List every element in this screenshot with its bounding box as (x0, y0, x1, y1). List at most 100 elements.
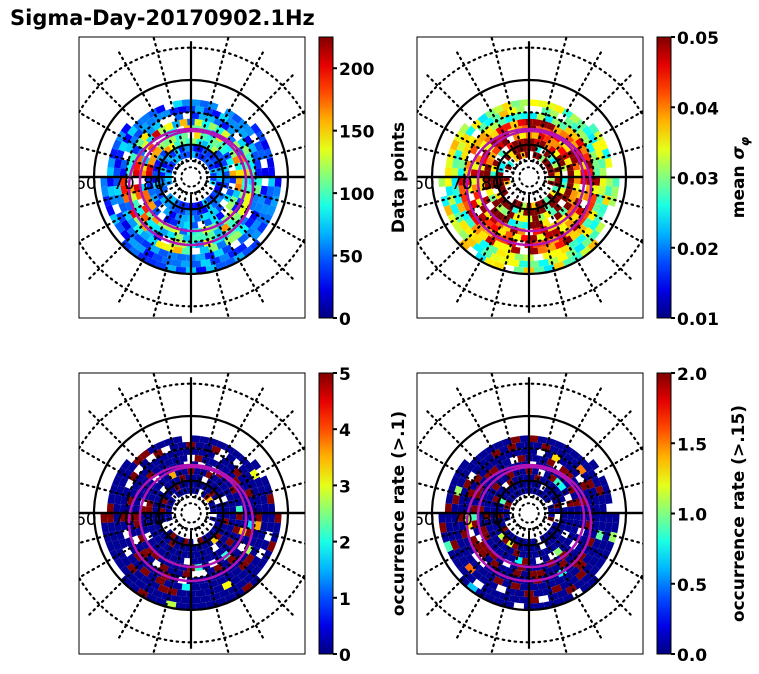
heatmap-cell (588, 555, 600, 568)
heatmap-cell (575, 569, 587, 581)
heatmap-cell (224, 256, 237, 268)
grid-circle-dotted (511, 159, 547, 195)
heatmap-cell (249, 239, 262, 251)
heatmap-cell (147, 537, 157, 547)
heatmap-cell (114, 557, 126, 570)
heatmap-cell (145, 209, 156, 220)
heatmap-cell (207, 500, 216, 507)
heatmap-cell (235, 578, 248, 590)
heatmap-cell (460, 468, 471, 480)
heatmap-cell (154, 104, 166, 115)
heatmap-cell (233, 587, 246, 599)
heatmap-cell (477, 113, 489, 124)
heatmap-cell (113, 167, 121, 177)
grid-spoke-dotted (201, 523, 295, 617)
heatmap-cell (563, 452, 575, 464)
heatmap-cell (457, 504, 465, 513)
heatmap-cell (227, 248, 240, 259)
heatmap-cell (558, 465, 569, 476)
heatmap-cell (567, 170, 575, 177)
heatmap-cell (220, 559, 231, 570)
heatmap-cell (136, 587, 149, 599)
heatmap-cell (489, 550, 500, 561)
heatmap-cell (479, 140, 489, 151)
heatmap-cell (470, 513, 478, 521)
heatmap-cell (227, 584, 240, 595)
heatmap-cell (558, 559, 569, 570)
heatmap-cell (151, 214, 162, 225)
heatmap-cell (216, 177, 224, 183)
heatmap-cell (456, 476, 467, 488)
heatmap-cell (158, 177, 166, 183)
heatmap-cell (184, 474, 191, 482)
heatmap-cell (169, 554, 179, 563)
heatmap-cell (154, 440, 166, 451)
heatmap-cell (573, 513, 581, 521)
heatmap-cell (249, 210, 260, 222)
heatmap-cell (472, 137, 483, 148)
heatmap-cell (153, 482, 163, 492)
heatmap-cell (439, 522, 448, 534)
heatmap-cell (224, 108, 236, 119)
heatmap-cell (492, 104, 504, 115)
grid-spoke-dotted (194, 191, 230, 318)
heatmap-cell (490, 513, 498, 520)
heatmap-cell (175, 266, 187, 274)
heatmap-cell (166, 566, 176, 576)
heatmap-cell (483, 461, 494, 472)
heatmap-cell (489, 252, 502, 263)
heatmap-cell (219, 146, 229, 156)
colorbar-gradient (656, 372, 672, 655)
heatmap-cell (456, 202, 467, 214)
heatmap-cell (598, 185, 607, 196)
heatmap-cell (591, 538, 602, 550)
heatmap-cell (266, 204, 277, 217)
plot-frame (78, 372, 306, 655)
heatmap-cell (205, 496, 214, 504)
heatmap-cell (151, 588, 164, 599)
heatmap-cell (485, 524, 495, 533)
heatmap-cell (210, 508, 217, 513)
heatmap-cell (553, 203, 563, 213)
heatmap-cell (216, 171, 224, 177)
heatmap-cell (151, 252, 164, 263)
heatmap-cell (587, 210, 598, 222)
grid-spoke-dotted (455, 49, 523, 165)
heatmap-cell (445, 522, 454, 533)
heatmap-cell (569, 113, 581, 124)
grid-spoke-dotted (152, 373, 188, 499)
heatmap-cell (199, 246, 210, 255)
heatmap-cell (450, 475, 460, 487)
heatmap-cell (206, 114, 216, 124)
heatmap-cell (260, 203, 270, 215)
heatmap-cell (243, 135, 254, 146)
heatmap-cell (268, 177, 276, 187)
heatmap-cell (268, 503, 276, 513)
grid-spoke-dotted (203, 109, 305, 171)
heatmap-cell (220, 120, 231, 131)
heatmap-cell (241, 246, 254, 258)
heatmap-cell (136, 251, 149, 263)
latitude-label: 60 (75, 510, 97, 530)
heatmap-cell (492, 239, 504, 250)
heatmap-cell (206, 450, 216, 460)
grid-circle-dotted (173, 159, 209, 195)
heatmap-cell (588, 219, 600, 232)
heatmap-cell (548, 513, 555, 518)
heatmap-cell (195, 589, 206, 597)
heatmap-cell (538, 258, 550, 267)
heatmap-cell (594, 557, 606, 570)
latitude-label: 70 (451, 174, 473, 194)
heatmap-cell (120, 495, 129, 505)
heatmap-cell (518, 596, 529, 604)
heatmap-cell (479, 203, 489, 214)
heatmap-cell (460, 546, 471, 558)
heatmap-cell (142, 248, 155, 259)
figure-title: Sigma-Day-20170902.1Hz (10, 6, 315, 30)
heatmap-cell (180, 596, 191, 604)
heatmap-cell (231, 566, 243, 577)
heatmap-cell (194, 454, 203, 463)
heatmap-cell (191, 544, 198, 552)
heatmap-cell (120, 575, 133, 587)
heatmap-cell (215, 141, 225, 151)
